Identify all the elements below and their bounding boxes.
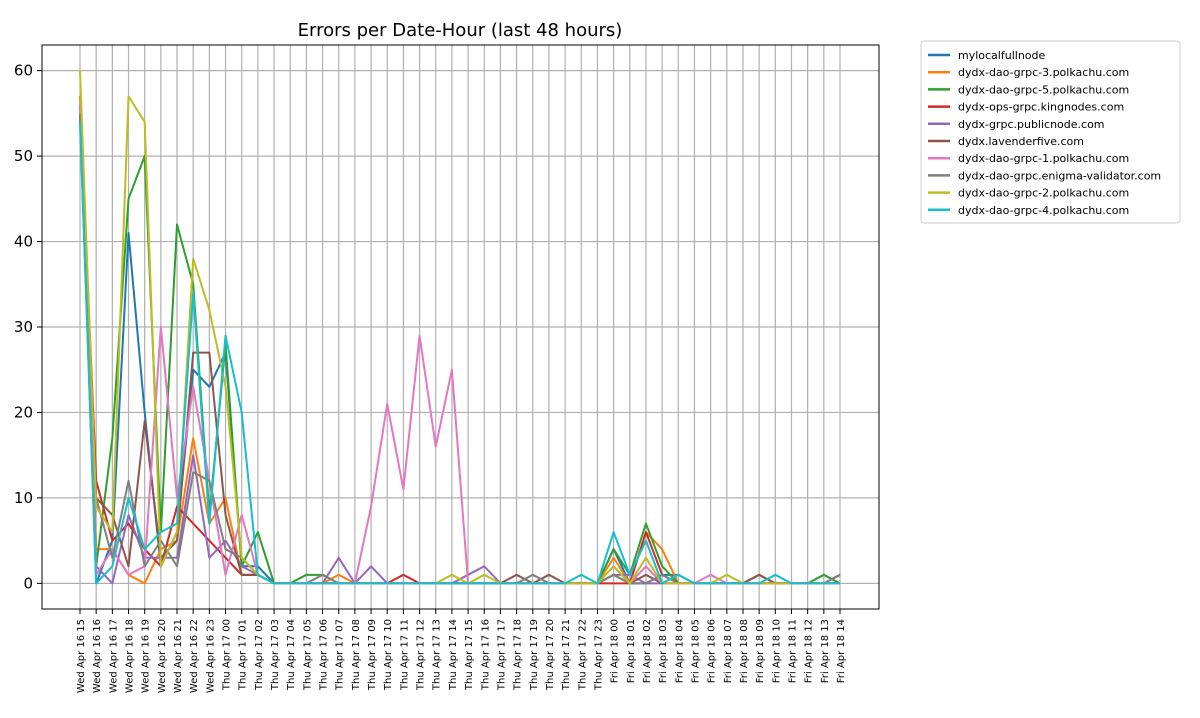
x-tick-label: Thu Apr 17 03 <box>270 619 281 691</box>
chart-title: Errors per Date-Hour (last 48 hours) <box>298 20 623 41</box>
x-tick-label: Thu Apr 17 20 <box>545 619 556 691</box>
series-line-7 <box>79 104 840 585</box>
x-tick-label: Thu Apr 17 16 <box>480 619 491 691</box>
x-tick-label: Thu Apr 17 17 <box>496 619 507 691</box>
series-lines <box>79 70 841 585</box>
y-tick-label: 0 <box>23 574 33 592</box>
series-line-1 <box>79 113 840 585</box>
y-tick-label: 20 <box>14 403 33 421</box>
x-tick-label: Fri Apr 18 09 <box>755 619 766 683</box>
series-line-4 <box>79 104 840 585</box>
legend-entry: dydx-dao-grpc-1.polkachu.com <box>958 152 1129 165</box>
y-tick-label: 60 <box>14 62 33 80</box>
legend-entry: dydx-dao-grpc-4.polkachu.com <box>958 204 1129 217</box>
y-axis: 0 10 20 30 40 50 60 <box>14 62 42 592</box>
x-tick-label: Fri Apr 18 03 <box>658 619 669 683</box>
x-tick-label: Fri Apr 18 13 <box>820 619 831 683</box>
legend-box <box>920 40 1181 224</box>
legend-entry: dydx-dao-grpc.enigma-validator.com <box>958 169 1161 182</box>
series-line-6 <box>79 113 841 585</box>
x-tick-label: Thu Apr 17 08 <box>351 619 362 691</box>
series-line-9 <box>79 70 840 585</box>
x-tick-label: Thu Apr 17 00 <box>222 619 233 691</box>
x-tick-label: Wed Apr 16 22 <box>189 619 200 693</box>
y-tick-label: 50 <box>14 147 33 165</box>
x-tick-label: Fri Apr 18 06 <box>707 619 718 683</box>
x-tick-label: Thu Apr 17 15 <box>464 619 475 691</box>
legend-entry: dydx-dao-grpc-2.polkachu.com <box>958 187 1129 200</box>
legend-entry: dydx-grpc.publicnode.com <box>958 118 1105 131</box>
x-tick-label: Wed Apr 16 17 <box>108 619 119 693</box>
x-tick-label: Thu Apr 17 05 <box>302 619 313 691</box>
x-tick-label: Fri Apr 18 14 <box>836 619 847 683</box>
legend: mylocalfullnode dydx-dao-grpc-3.polkachu.… <box>920 40 1181 224</box>
x-tick-label: Thu Apr 17 23 <box>593 619 604 691</box>
x-tick-label: Fri Apr 18 11 <box>787 619 798 683</box>
x-tick-label: Fri Apr 18 04 <box>674 619 685 683</box>
y-tick-label: 10 <box>14 489 33 507</box>
x-tick-label: Wed Apr 16 18 <box>125 619 136 693</box>
x-tick-label: Fri Apr 18 00 <box>610 619 621 683</box>
x-tick-label: Wed Apr 16 23 <box>205 619 216 693</box>
x-tick-label: Wed Apr 16 15 <box>76 619 87 693</box>
x-tick-label: Thu Apr 17 10 <box>383 619 394 691</box>
x-tick-label: Thu Apr 17 21 <box>561 619 572 691</box>
y-tick-label: 40 <box>14 233 33 251</box>
x-tick-label: Wed Apr 16 19 <box>141 619 152 693</box>
x-tick-label: Thu Apr 17 22 <box>577 619 588 691</box>
x-tick-label: Thu Apr 17 07 <box>335 619 346 691</box>
x-tick-label: Thu Apr 17 13 <box>432 619 443 691</box>
x-tick-label: Wed Apr 16 16 <box>92 619 103 693</box>
legend-entry: dydx-ops-grpc.kingnodes.com <box>958 101 1124 114</box>
x-tick-label: Fri Apr 18 12 <box>804 619 815 683</box>
x-tick-label: Thu Apr 17 11 <box>399 619 410 691</box>
x-tick-label: Fri Apr 18 07 <box>723 619 734 683</box>
x-tick-label: Fri Apr 18 08 <box>739 619 750 683</box>
x-tick-label: Thu Apr 17 19 <box>529 619 540 691</box>
legend-entry: dydx.lavenderfive.com <box>958 135 1084 148</box>
x-tick-label: Thu Apr 17 06 <box>319 619 330 691</box>
x-tick-label: Fri Apr 18 01 <box>626 619 637 683</box>
x-tick-label: Fri Apr 18 02 <box>642 619 653 683</box>
series-line-3 <box>79 113 841 585</box>
x-axis: Wed Apr 16 15 Wed Apr 16 16 Wed Apr 16 17 W… <box>76 609 847 693</box>
x-tick-label: Thu Apr 17 01 <box>238 619 249 691</box>
x-tick-label: Fri Apr 18 05 <box>690 619 701 683</box>
grid-lines <box>42 45 879 609</box>
x-tick-label: Thu Apr 17 12 <box>416 619 427 691</box>
legend-entry: dydx-dao-grpc-3.polkachu.com <box>958 66 1129 79</box>
legend-entry: mylocalfullnode <box>958 49 1045 62</box>
x-tick-label: Thu Apr 17 18 <box>513 619 524 691</box>
x-tick-label: Wed Apr 16 20 <box>157 619 168 693</box>
series-line-2 <box>79 96 840 585</box>
y-tick-label: 30 <box>14 318 33 336</box>
legend-entry: dydx-dao-grpc-5.polkachu.com <box>958 83 1129 96</box>
x-tick-label: Wed Apr 16 21 <box>173 619 184 693</box>
series-line-8 <box>79 113 841 585</box>
x-tick-label: Thu Apr 17 14 <box>448 619 459 691</box>
series-line-10 <box>79 121 840 585</box>
x-tick-label: Thu Apr 17 02 <box>254 619 265 691</box>
x-tick-label: Thu Apr 17 04 <box>286 619 297 691</box>
x-tick-label: Fri Apr 18 10 <box>771 619 782 683</box>
x-tick-label: Thu Apr 17 09 <box>367 619 378 691</box>
